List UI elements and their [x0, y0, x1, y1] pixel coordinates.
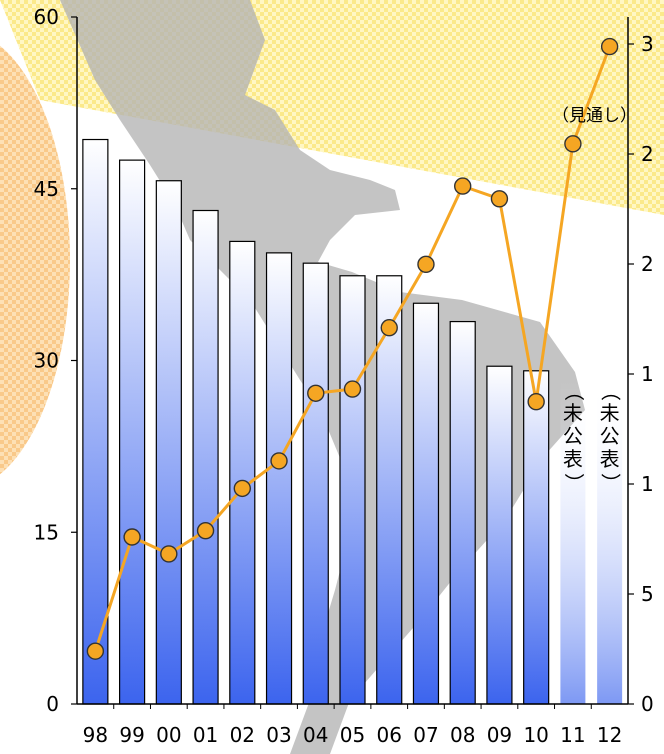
x-tick-label-12: 12 [597, 723, 622, 747]
bar-03 [265, 252, 293, 705]
line-point-99 [123, 528, 141, 546]
svg-text:）: ） [599, 473, 623, 493]
bar-98 [82, 138, 109, 705]
bar-02 [229, 240, 256, 705]
line-point-12 [600, 37, 619, 56]
bar-05 [339, 275, 366, 705]
svg-text:未: 未 [600, 401, 620, 425]
line-point-08 [454, 177, 472, 195]
background-sun-shape [0, 45, 70, 475]
y-right-tick-label-2: 1 [641, 472, 654, 496]
x-tick-label-09: 09 [487, 723, 512, 747]
x-tick-label-99: 99 [119, 723, 144, 747]
labels-layer: （見通し）（未公表）（未公表） [552, 106, 637, 493]
line-point-06 [380, 319, 398, 337]
svg-text:公: 公 [563, 424, 583, 448]
y-left-tick-label-0: 0 [46, 692, 59, 716]
bar-08 [449, 320, 476, 705]
y-right-tick-label-1: 5 [641, 582, 654, 606]
y-left-tick-label-30: 30 [34, 349, 59, 373]
svg-text:表: 表 [600, 447, 620, 471]
y-left-tick-label-60: 60 [34, 5, 59, 29]
line-point-07 [417, 255, 435, 274]
svg-text:（: （ [599, 381, 623, 401]
line-point-03 [270, 452, 288, 470]
svg-text:）: ） [562, 473, 586, 493]
line-point-98 [86, 642, 105, 660]
bar-99 [118, 159, 146, 705]
y-right-tick-label-5: 2 [641, 142, 654, 166]
x-tick-label-05: 05 [340, 723, 365, 747]
unpublished-label-11: （未公表） [562, 381, 586, 493]
line-layer [86, 37, 619, 660]
x-tick-label-02: 02 [230, 723, 255, 747]
x-tick-label-07: 07 [413, 723, 438, 747]
bar-placeholder-11 [560, 380, 586, 704]
line-point-00 [160, 545, 178, 563]
svg-text:表: 表 [563, 447, 583, 471]
svg-text:（: （ [562, 381, 586, 401]
bar-00 [155, 180, 182, 705]
bar-07 [412, 302, 440, 705]
bar-09 [486, 365, 513, 705]
x-tick-label-03: 03 [266, 723, 291, 747]
line-point-09 [490, 190, 509, 208]
x-tick-label-11: 11 [560, 723, 585, 747]
y-right-tick-label-0: 0 [641, 692, 654, 716]
line-point-05 [343, 380, 362, 398]
y-left-tick-label-45: 45 [34, 177, 59, 201]
x-tick-label-10: 10 [523, 723, 548, 747]
bar-10 [523, 370, 550, 705]
unpublished-label-12: （未公表） [599, 381, 623, 493]
y-right-tick-label-6: 3 [641, 32, 654, 56]
y-right-tick-label-3: 1 [641, 362, 654, 386]
x-tick-label-08: 08 [450, 723, 475, 747]
line-point-04 [307, 384, 325, 402]
y-left-tick-label-15: 15 [34, 520, 59, 544]
bar-placeholder-12 [597, 380, 623, 704]
x-tick-label-06: 06 [377, 723, 402, 747]
line-point-10 [527, 393, 545, 411]
line-point-01 [196, 521, 215, 540]
x-tick-label-98: 98 [83, 723, 108, 747]
forecast-label: （見通し） [552, 106, 637, 126]
bar-01 [192, 209, 219, 705]
line-point-11 [564, 135, 582, 153]
x-tick-label-00: 00 [156, 723, 181, 747]
bar-04 [302, 262, 329, 705]
line-point-02 [233, 479, 252, 498]
bars-layer [82, 138, 623, 705]
x-tick-label-01: 01 [193, 723, 218, 747]
y-right-tick-label-4: 2 [641, 252, 654, 276]
svg-text:公: 公 [600, 424, 620, 448]
svg-text:未: 未 [563, 401, 583, 425]
x-tick-label-04: 04 [303, 723, 328, 747]
